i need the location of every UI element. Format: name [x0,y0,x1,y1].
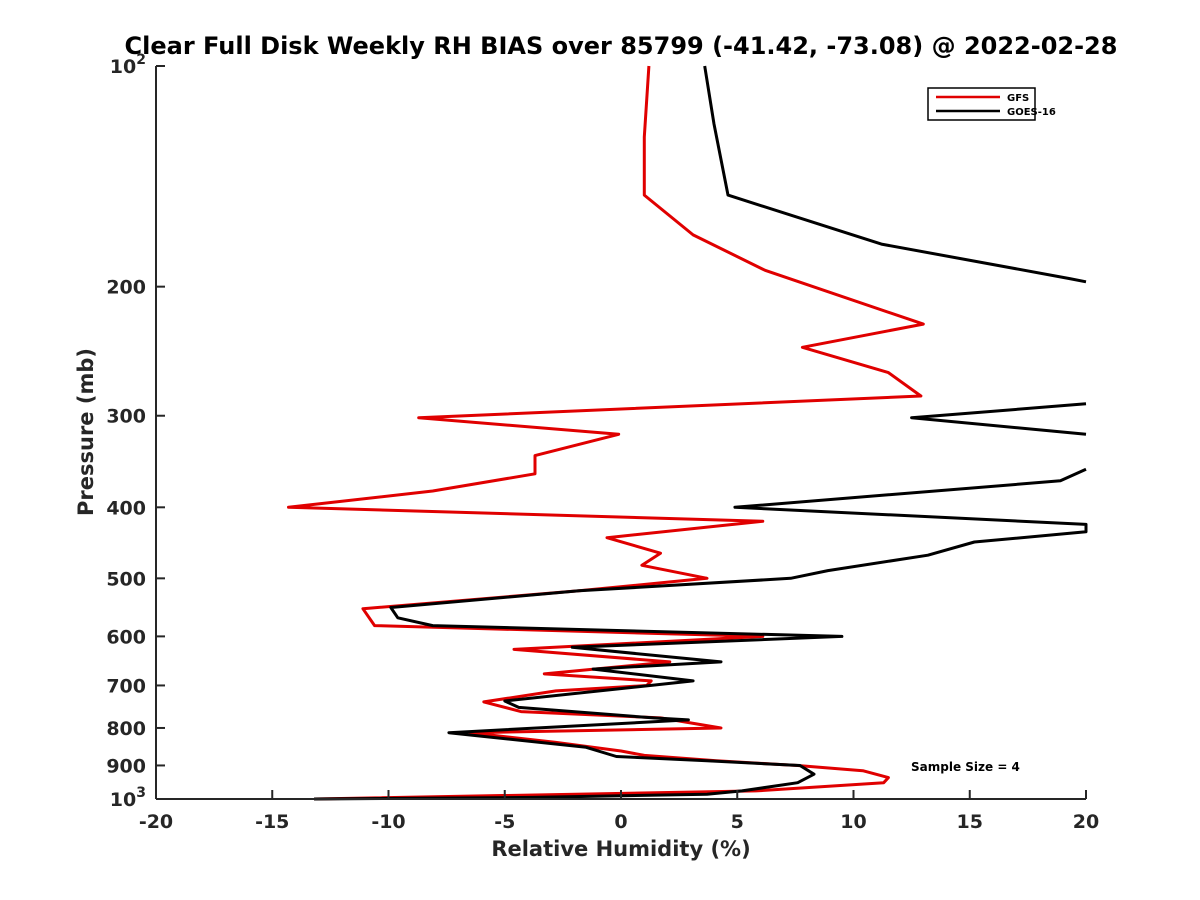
x-tick-labels: -20 -15 -10 -5 0 5 10 15 20 [139,811,1099,833]
legend-label-goes16: GOES-16 [1007,107,1056,118]
x-tick-label: -5 [494,811,515,833]
x-tick-label: 10 [840,811,866,833]
legend-label-gfs: GFS [1007,93,1029,104]
y-axis-label: Pressure (mb) [74,348,98,516]
x-tick-label: -20 [139,811,173,833]
legend: GFS GOES-16 [927,87,1056,121]
legend-box [927,87,1036,121]
y-tick-label: 700 [106,675,146,697]
x-tick-label: -15 [255,811,289,833]
series-line-gfs [287,65,925,801]
y-tick-label: 900 [106,755,146,777]
y-tick-label: 300 [106,406,146,428]
x-tick-label: -10 [371,811,405,833]
y-tick-label: 500 [106,568,146,590]
series-line-goes-16 [314,65,1088,801]
sample-size-annotation: Sample Size = 4 [911,760,1020,774]
x-tick-label: 15 [957,811,983,833]
y-tick-label: 102 [110,52,146,78]
x-tick-label: 5 [731,811,744,833]
chart-title: Clear Full Disk Weekly RH BIAS over 8579… [125,32,1118,60]
plot-area: -20 -15 -10 -5 0 5 10 15 20 102 200 300 400 500 600 70… [106,52,1099,833]
x-axis-label: Relative Humidity (%) [491,837,750,861]
x-tick-label: 20 [1073,811,1099,833]
x-tick-label: 0 [614,811,627,833]
y-tick-label: 103 [110,785,146,811]
y-tick-label: 400 [106,497,146,519]
y-tick-label: 600 [106,626,146,648]
axes-layer [155,65,1087,800]
y-tick-labels: 102 200 300 400 500 600 700 800 900 103 [106,52,146,811]
y-tick-label: 200 [106,277,146,299]
y-tick-label: 800 [106,718,146,740]
plot-background [156,66,1086,799]
series-layer [287,65,1088,801]
